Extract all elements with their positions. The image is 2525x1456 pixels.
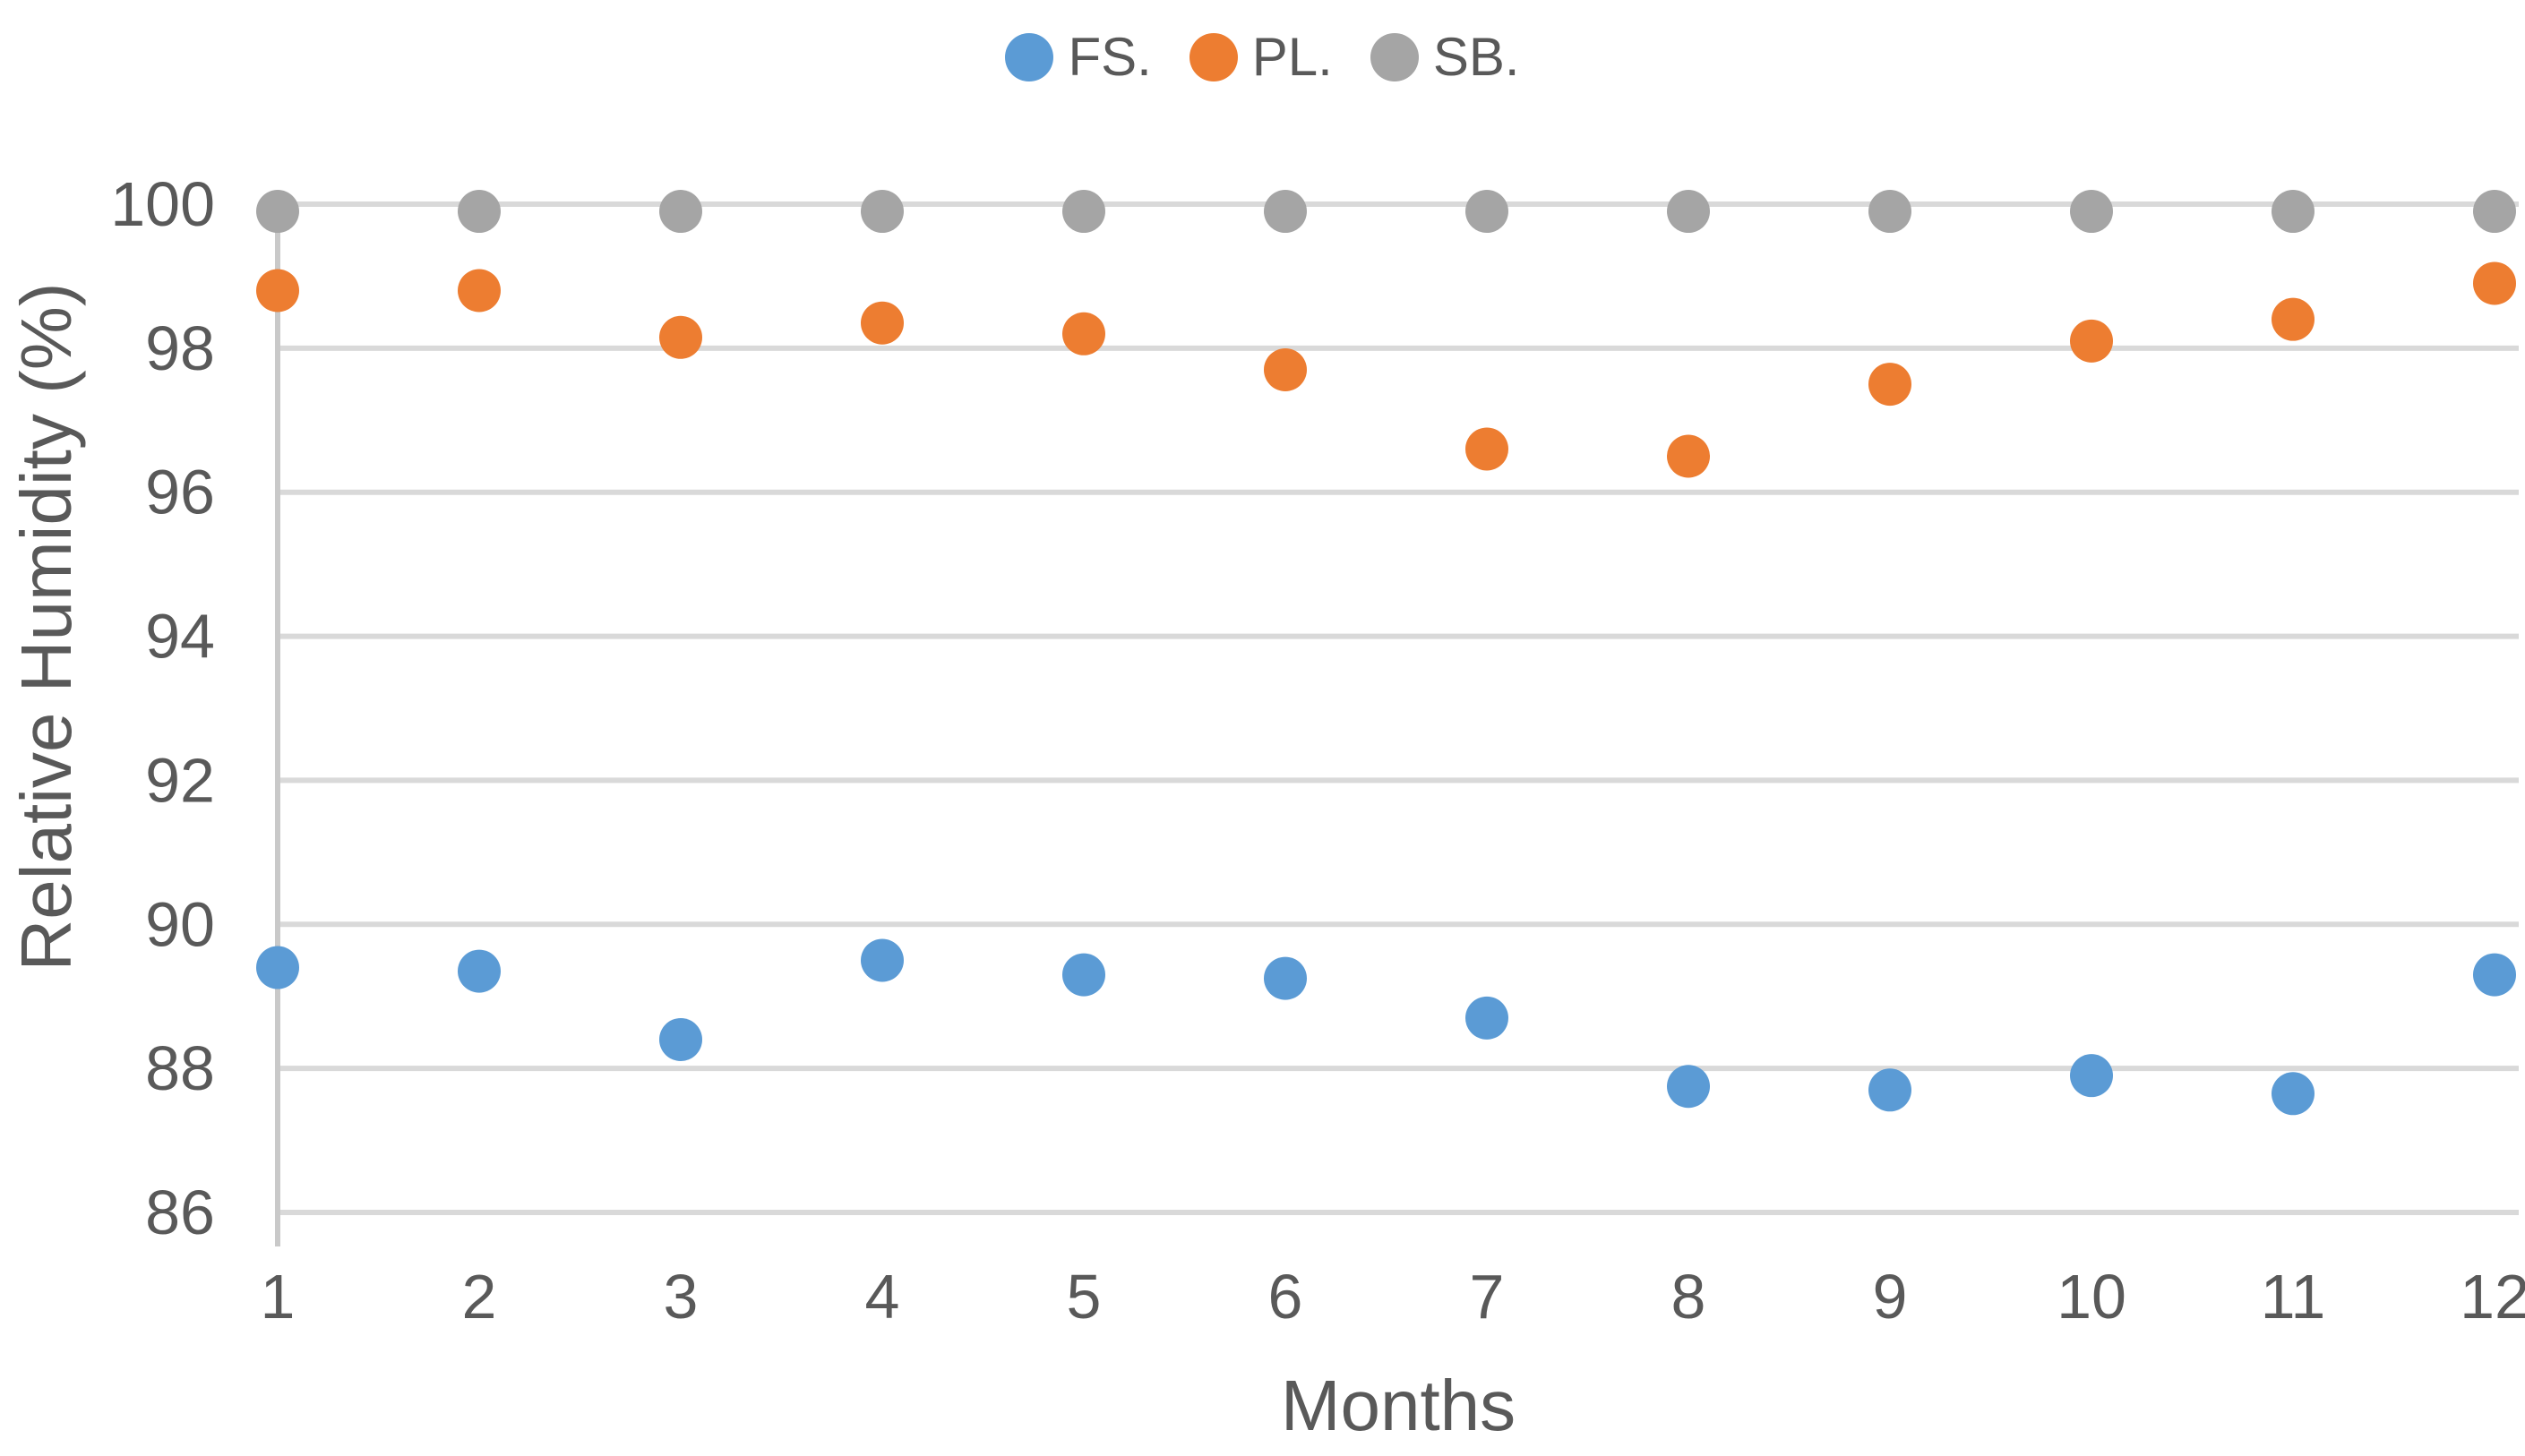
data-point-fs-m4: [861, 938, 904, 982]
data-point-pl-m11: [2272, 297, 2315, 341]
legend-item-pl: PL.: [1189, 30, 1333, 84]
y-tick-label-94: 94: [145, 602, 215, 672]
data-point-fs-m9: [1868, 1068, 1911, 1112]
data-point-fs-m3: [659, 1017, 702, 1061]
data-point-fs-m10: [2070, 1054, 2113, 1098]
y-tick-label-88: 88: [145, 1033, 215, 1103]
legend-item-sb: SB.: [1370, 30, 1520, 84]
data-point-fs-m6: [1264, 956, 1307, 1000]
x-tick-label-4: 4: [865, 1262, 900, 1332]
data-point-sb-m10: [2070, 190, 2113, 234]
legend-marker-fs-icon: [1005, 33, 1054, 81]
y-tick-label-86: 86: [145, 1178, 215, 1247]
x-tick-label-2: 2: [462, 1262, 497, 1332]
data-point-pl-m10: [2070, 319, 2113, 363]
x-tick-label-1: 1: [261, 1262, 296, 1332]
x-tick-label-10: 10: [2057, 1262, 2126, 1332]
x-tick-label-8: 8: [1671, 1262, 1706, 1332]
legend: FS. PL. SB.: [0, 30, 2525, 84]
x-tick-label-5: 5: [1067, 1262, 1102, 1332]
data-point-sb-m7: [1465, 190, 1508, 234]
x-tick-label-9: 9: [1873, 1262, 1908, 1332]
data-point-pl-m6: [1264, 347, 1307, 391]
data-point-pl-m5: [1062, 312, 1105, 355]
data-point-sb-m9: [1868, 190, 1911, 234]
data-point-pl-m3: [659, 315, 702, 359]
data-point-sb-m5: [1062, 190, 1105, 234]
data-point-fs-m11: [2272, 1072, 2315, 1116]
x-tick-label-11: 11: [2261, 1262, 2326, 1332]
data-point-sb-m1: [256, 190, 299, 234]
data-point-fs-m1: [256, 946, 299, 989]
data-point-sb-m8: [1667, 190, 1710, 234]
x-tick-label-3: 3: [664, 1262, 699, 1332]
x-axis-title: Months: [1280, 1366, 1516, 1445]
data-point-fs-m5: [1062, 953, 1105, 997]
data-point-fs-m7: [1465, 996, 1508, 1040]
data-point-sb-m4: [861, 190, 904, 234]
legend-marker-sb-icon: [1370, 33, 1419, 81]
legend-label-fs: FS.: [1068, 27, 1152, 87]
data-point-pl-m2: [458, 269, 501, 313]
y-tick-label-96: 96: [145, 458, 215, 527]
data-point-pl-m9: [1868, 363, 1911, 407]
data-point-sb-m2: [458, 190, 501, 234]
data-point-sb-m11: [2272, 190, 2315, 234]
data-point-fs-m2: [458, 949, 501, 993]
data-point-sb-m6: [1264, 190, 1307, 234]
data-point-fs-m12: [2473, 953, 2516, 997]
legend-item-fs: FS.: [1005, 27, 1152, 87]
x-tick-label-6: 6: [1268, 1262, 1303, 1332]
legend-label-sb: SB.: [1432, 27, 1520, 87]
data-point-pl-m8: [1667, 434, 1710, 478]
y-tick-label-98: 98: [145, 313, 215, 383]
data-point-sb-m12: [2473, 190, 2516, 234]
y-tick-label-100: 100: [110, 169, 215, 239]
data-point-pl-m4: [861, 301, 904, 345]
x-tick-label-7: 7: [1470, 1262, 1505, 1332]
y-tick-label-92: 92: [145, 745, 215, 815]
legend-marker-pl-icon: [1189, 33, 1238, 81]
y-tick-label-90: 90: [145, 889, 215, 959]
x-tick-label-12: 12: [2460, 1262, 2525, 1332]
data-point-sb-m3: [659, 190, 702, 234]
data-point-fs-m8: [1667, 1065, 1710, 1109]
data-point-pl-m12: [2473, 261, 2516, 305]
data-point-pl-m1: [256, 269, 299, 313]
data-point-pl-m7: [1465, 427, 1508, 471]
legend-label-pl: PL.: [1251, 27, 1333, 87]
